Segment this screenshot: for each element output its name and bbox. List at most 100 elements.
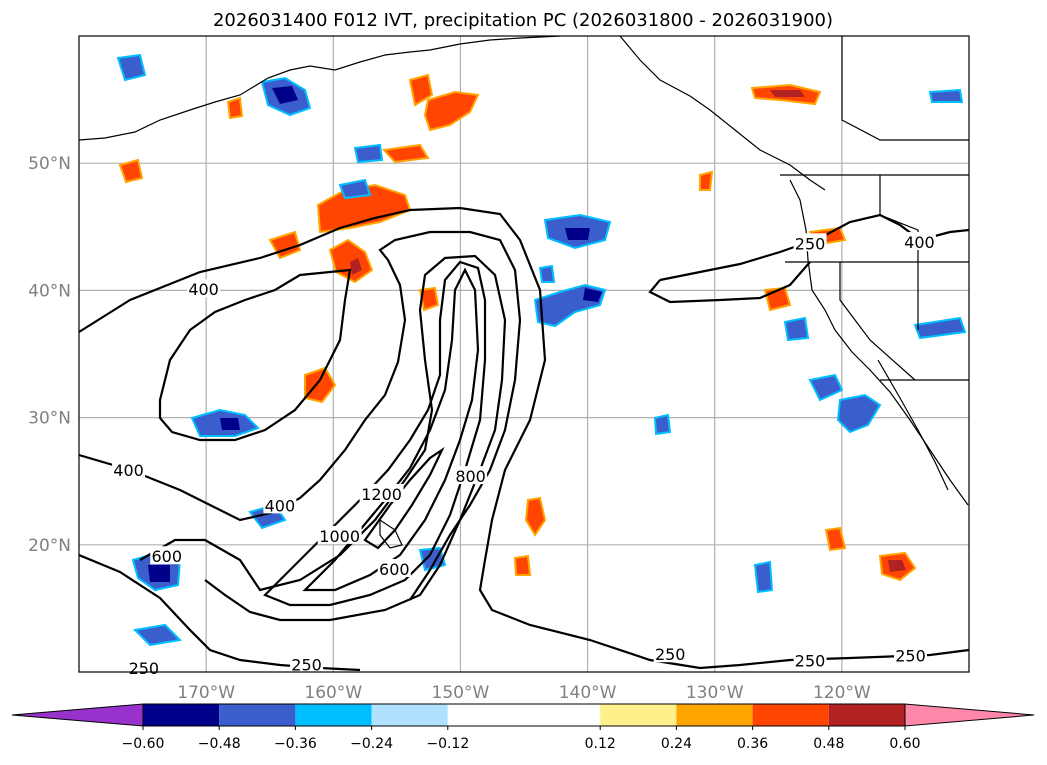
lon-tick-label: 130°W [686, 683, 744, 703]
contour-label-bg [359, 483, 404, 502]
precip-patch-positive [524, 496, 547, 537]
precip-patch-positive [418, 286, 440, 312]
precip-patch-core [148, 565, 170, 582]
colorbar-extend-max [904, 703, 1035, 727]
ivt-contour-600 [139, 254, 507, 622]
precip-patch-negative [928, 88, 964, 103]
precip-patch-positive [226, 96, 244, 120]
colorbar-segment [752, 704, 829, 726]
contour-label-bg [290, 654, 324, 673]
precip-patch-negative [116, 53, 147, 82]
contour-label-bg [150, 546, 184, 565]
precip-patch-core [350, 258, 362, 275]
precip-patch-positive [118, 158, 144, 184]
ivt-contour-400 [158, 268, 352, 442]
ivt-contour-400 [79, 230, 522, 601]
ivt-contour-250 [79, 206, 969, 670]
contour-label-bg [187, 279, 221, 298]
colorbar-tick-label: 0.24 [661, 736, 692, 752]
coastline-baja [877, 359, 949, 491]
coastline-alaska [79, 36, 561, 141]
precip-patch-positive [381, 143, 430, 164]
contour-label-bg [377, 558, 411, 577]
colorbar-tick-label: 0.60 [889, 736, 920, 752]
colorbar-tick-label: 0.36 [737, 736, 768, 752]
map-frame [78, 35, 970, 673]
contour-label-bg [263, 495, 297, 514]
ivt-contour-800 [263, 260, 487, 607]
lon-tick-label: 120°W [813, 683, 871, 703]
colorbar-extend-min [11, 703, 144, 727]
gridlines [79, 36, 969, 672]
contour-label-bg [454, 466, 488, 485]
precip-patch-positive [423, 90, 480, 132]
contour-label-bg [894, 645, 928, 664]
precip-patch-positive [824, 526, 847, 552]
precip-patch-positive [408, 73, 434, 107]
precip-patch-negative [836, 393, 882, 434]
lon-tick-labels: 170°W 160°W 150°W 140°W 130°W 120°W [177, 683, 871, 703]
contour-label: 400 [904, 233, 935, 252]
colorbar-tick-label: 0.48 [813, 736, 844, 752]
contour-label: 1200 [361, 485, 402, 504]
contour-label-bg [112, 459, 146, 478]
lat-tick-label: 30°N [28, 409, 71, 429]
contour-label: 400 [265, 496, 296, 515]
colorbar-segment [676, 704, 753, 726]
contour-label: 400 [113, 461, 144, 480]
contour-label: 250 [291, 655, 322, 674]
precip-patch-negative [913, 316, 967, 340]
precip-patch-negative [132, 623, 183, 647]
contour-label: 800 [455, 467, 486, 486]
lon-tick-label: 150°W [432, 683, 490, 703]
precip-patch-positive [304, 366, 337, 404]
precip-patch-core [272, 86, 298, 104]
map-background [79, 36, 969, 672]
precip-patch-negative [783, 316, 810, 342]
contour-label: 1000 [319, 527, 360, 546]
contour-label: 400 [188, 280, 219, 299]
colorbar-tick-label: −0.12 [426, 736, 469, 752]
contour-label: 250 [795, 234, 826, 253]
colorbar: −0.60 −0.48 −0.36 −0.24 −0.12 0.12 0.24 0.36 0.4… [11, 703, 1035, 752]
colorbar-tick-label: −0.24 [350, 736, 393, 752]
lat-tick-label: 20°N [28, 536, 71, 556]
precip-patch-negative [538, 264, 556, 283]
colorbar-segment [371, 704, 448, 726]
precip-patch-negative [353, 143, 384, 164]
lat-tick-label: 50°N [28, 154, 71, 174]
contour-labels: 400 400 400 600 250 250 1000 1200 800 600 250 400 25… [112, 232, 936, 678]
contour-label: 600 [379, 560, 410, 579]
precip-patch-negative [753, 560, 774, 594]
colorbar-segment [600, 704, 677, 726]
colorbar-tick-label: −0.48 [198, 736, 241, 752]
precip-patch-positive [699, 170, 714, 191]
contour-label: 250 [129, 659, 160, 678]
coastlines [79, 36, 969, 549]
contour-label-bg [653, 644, 687, 663]
colorbar-segment [295, 704, 372, 726]
colorbar-segment [447, 704, 601, 726]
lon-tick-label: 170°W [177, 683, 235, 703]
contour-label-bg [317, 525, 362, 544]
colorbar-segment [143, 704, 220, 726]
border-state [879, 175, 919, 330]
precip-patch-negative [653, 413, 672, 436]
lat-tick-label: 40°N [28, 281, 71, 301]
contour-label: 250 [895, 646, 926, 665]
precip-patch-core [220, 418, 240, 430]
precip-patch-core [565, 228, 590, 240]
colorbar-segment [219, 704, 296, 726]
coastline-bc [619, 36, 826, 191]
chart-title: 2026031400 F012 IVT, precipitation PC (2… [213, 10, 833, 31]
border-state [841, 36, 969, 141]
island-hawaii [379, 518, 403, 549]
lon-tick-label: 160°W [304, 683, 362, 703]
border-state [839, 262, 916, 381]
map-panel: 400 400 400 600 250 250 1000 1200 800 600 250 400 25… [78, 35, 970, 678]
contour-label: 250 [795, 652, 826, 671]
contour-label-bg [793, 650, 827, 669]
colorbar-segment [828, 704, 905, 726]
precip-patch-positive [513, 554, 532, 576]
